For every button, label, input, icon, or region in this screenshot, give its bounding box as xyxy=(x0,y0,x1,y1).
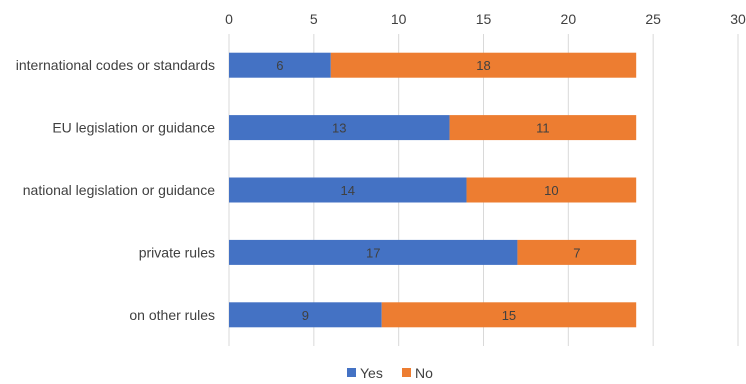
bar-yes xyxy=(229,115,450,141)
bar-yes xyxy=(229,177,467,203)
legend: Yes No xyxy=(347,365,433,381)
data-label: 6 xyxy=(276,58,283,73)
data-label: 11 xyxy=(536,121,550,136)
legend-label-yes: Yes xyxy=(360,365,383,381)
category-label: national legislation or guidance xyxy=(23,182,215,198)
data-label: 9 xyxy=(302,308,309,323)
x-tick-label: 15 xyxy=(476,11,492,27)
data-label: 18 xyxy=(476,58,490,73)
category-label: EU legislation or guidance xyxy=(52,120,215,136)
category-label: international codes or standards xyxy=(16,57,215,73)
category-labels: international codes or standards EU legis… xyxy=(16,57,215,323)
bar-no xyxy=(517,239,637,265)
category-label: on other rules xyxy=(129,307,215,323)
legend-swatch-no xyxy=(402,368,411,377)
x-tick-label: 20 xyxy=(561,11,577,27)
x-tick-label: 30 xyxy=(730,11,746,27)
bar-yes xyxy=(229,52,331,78)
bars: 6 18 13 11 14 10 17 7 9 15 xyxy=(229,52,637,328)
data-label: 10 xyxy=(544,183,558,198)
x-tick-label: 0 xyxy=(225,11,233,27)
data-label: 15 xyxy=(502,308,516,323)
bar-no xyxy=(381,302,637,328)
legend-swatch-yes xyxy=(347,368,356,377)
bar-yes xyxy=(229,239,518,265)
bar-no xyxy=(330,52,637,78)
data-label: 14 xyxy=(341,183,355,198)
x-tick-label: 5 xyxy=(310,11,318,27)
x-tick-label: 10 xyxy=(391,11,407,27)
x-axis-ticks: 0 5 10 15 20 25 30 xyxy=(225,11,746,27)
bar-yes xyxy=(229,302,382,328)
bar-no xyxy=(466,177,637,203)
category-label: private rules xyxy=(139,244,215,260)
data-label: 17 xyxy=(366,245,380,260)
data-label: 13 xyxy=(332,121,346,136)
legend-label-no: No xyxy=(415,365,433,381)
data-label: 7 xyxy=(573,245,580,260)
x-tick-label: 25 xyxy=(645,11,661,27)
bar-no xyxy=(449,115,637,141)
